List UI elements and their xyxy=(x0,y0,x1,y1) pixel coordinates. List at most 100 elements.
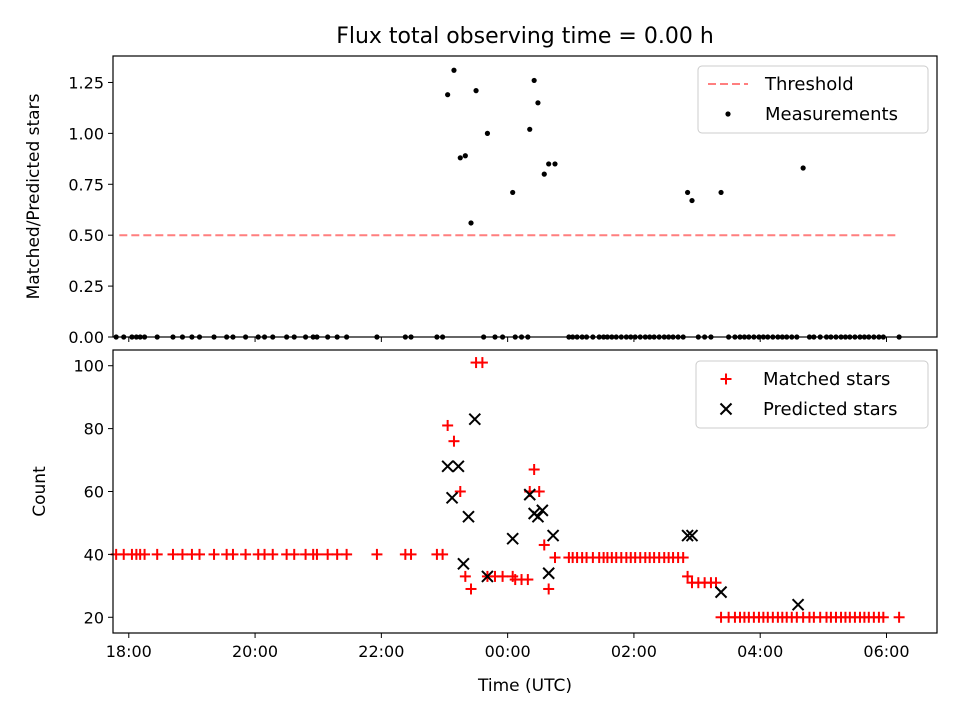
predicted-star-point xyxy=(714,585,728,599)
measurement-point xyxy=(552,161,558,167)
predicted-star-point xyxy=(523,488,536,501)
matched-stars-points xyxy=(110,357,905,623)
measurement-point xyxy=(462,153,468,159)
matched-star-point xyxy=(288,548,300,560)
measurement-point xyxy=(510,189,516,196)
bottom-legend-box xyxy=(695,360,929,429)
matched-star-point xyxy=(677,552,689,564)
predicted-star-point xyxy=(462,510,475,523)
measurement-point xyxy=(684,189,691,196)
x-tick-label: 18:00 xyxy=(106,642,152,661)
matched-star-point xyxy=(311,548,323,560)
top-y-tick-label: 0.25 xyxy=(68,277,104,296)
matched-star-point xyxy=(465,583,477,595)
predicted-star-point xyxy=(481,570,494,583)
matched-star-point xyxy=(139,548,151,560)
predicted-star-point xyxy=(445,491,459,504)
matched-star-point xyxy=(331,548,343,560)
predicted-star-point xyxy=(791,598,805,611)
matched-star-point xyxy=(322,548,334,560)
predicted-star-point xyxy=(457,557,470,571)
measurement-point xyxy=(527,126,533,132)
predicted-stars-points xyxy=(441,412,805,611)
predicted-star-point xyxy=(506,532,519,545)
matched-star-point xyxy=(442,419,454,431)
top-legend: Threshold Measurements xyxy=(697,65,929,134)
matched-star-point xyxy=(227,548,239,560)
matched-star-point xyxy=(549,552,561,564)
matched-star-point xyxy=(459,570,471,582)
legend-matched-label: Matched stars xyxy=(763,369,890,390)
top-y-tick-label: 1.25 xyxy=(68,73,104,92)
predicted-star-point xyxy=(542,567,555,580)
measurement-point xyxy=(468,220,474,226)
top-y-tick-label: 0.75 xyxy=(68,175,104,194)
top-legend-box xyxy=(697,65,929,134)
measurement-point xyxy=(535,100,541,106)
bottom-y-tick-label: 40 xyxy=(84,545,104,564)
legend-measurements-swatch xyxy=(725,111,731,117)
predicted-star-point xyxy=(531,510,545,523)
bottom-x-ticks: 18:00 20:00 22:00 00:00 02:00 04:00 06:00 xyxy=(106,633,910,661)
bottom-axes-frame xyxy=(112,349,938,634)
bottom-y-ticks: 20 40 60 80 100 xyxy=(73,357,113,627)
matched-star-point xyxy=(167,548,179,560)
chart-title: Flux total observing time = 0.00 h xyxy=(336,24,714,49)
top-panel: Flux total observing time = 0.00 h Match… xyxy=(24,24,938,347)
matched-star-point xyxy=(528,463,540,475)
bottom-y-axis-label: Count xyxy=(30,466,50,517)
matched-star-point xyxy=(240,548,252,560)
bottom-y-tick-label: 100 xyxy=(73,357,104,376)
matched-star-point xyxy=(371,548,383,560)
top-y-tick-label: 0.00 xyxy=(68,328,104,347)
matched-star-point xyxy=(437,548,449,560)
measurement-point xyxy=(546,161,552,167)
x-tick-label: 22:00 xyxy=(358,642,404,661)
matched-star-point xyxy=(893,611,905,623)
bottom-legend: Matched stars Predicted stars xyxy=(695,360,929,429)
legend-predicted-swatch xyxy=(719,402,733,416)
predicted-star-point xyxy=(441,460,454,473)
bottom-y-tick-label: 60 xyxy=(84,483,104,502)
x-tick-label: 20:00 xyxy=(232,642,278,661)
legend-x-marker xyxy=(719,402,733,416)
matched-star-point xyxy=(543,583,555,595)
matched-star-point xyxy=(533,486,545,497)
measurement-point xyxy=(451,67,457,73)
bottom-y-tick-label: 20 xyxy=(84,608,104,627)
legend-measurements-label: Measurements xyxy=(765,104,898,125)
matched-star-point xyxy=(522,574,534,586)
measurement-point xyxy=(689,197,695,204)
measurement-point xyxy=(457,155,463,161)
matched-star-point xyxy=(208,548,220,560)
measurement-point xyxy=(445,92,451,98)
top-axes-frame xyxy=(112,55,938,338)
x-axis-label: Time (UTC) xyxy=(477,676,572,696)
measurement-point xyxy=(531,77,537,84)
matched-star-point xyxy=(497,570,509,582)
x-tick-label: 02:00 xyxy=(611,642,657,661)
bottom-panel: Count Time (UTC) 20 40 60 80 100 18:00 20:00 2… xyxy=(30,349,938,696)
matched-star-point xyxy=(877,611,889,623)
top-y-tick-label: 0.50 xyxy=(68,226,104,245)
x-tick-label: 04:00 xyxy=(737,642,783,661)
legend-matched-swatch xyxy=(720,373,732,385)
predicted-star-point xyxy=(681,529,694,542)
matched-star-point xyxy=(341,548,353,560)
matched-star-point xyxy=(448,435,460,447)
matched-star-point xyxy=(538,539,550,551)
measurement-point xyxy=(800,165,806,171)
matched-star-point xyxy=(267,548,279,560)
measurement-point xyxy=(473,88,479,94)
matched-star-point xyxy=(194,548,206,560)
measurement-point xyxy=(541,171,547,177)
matched-star-point xyxy=(682,570,694,582)
top-y-tick-label: 1.00 xyxy=(68,124,104,143)
matched-star-point xyxy=(476,357,488,369)
matched-star-point xyxy=(405,548,417,560)
legend-plus-marker xyxy=(720,373,732,385)
predicted-star-point xyxy=(452,460,465,473)
legend-threshold-label: Threshold xyxy=(764,74,854,95)
predicted-star-point xyxy=(468,412,482,426)
